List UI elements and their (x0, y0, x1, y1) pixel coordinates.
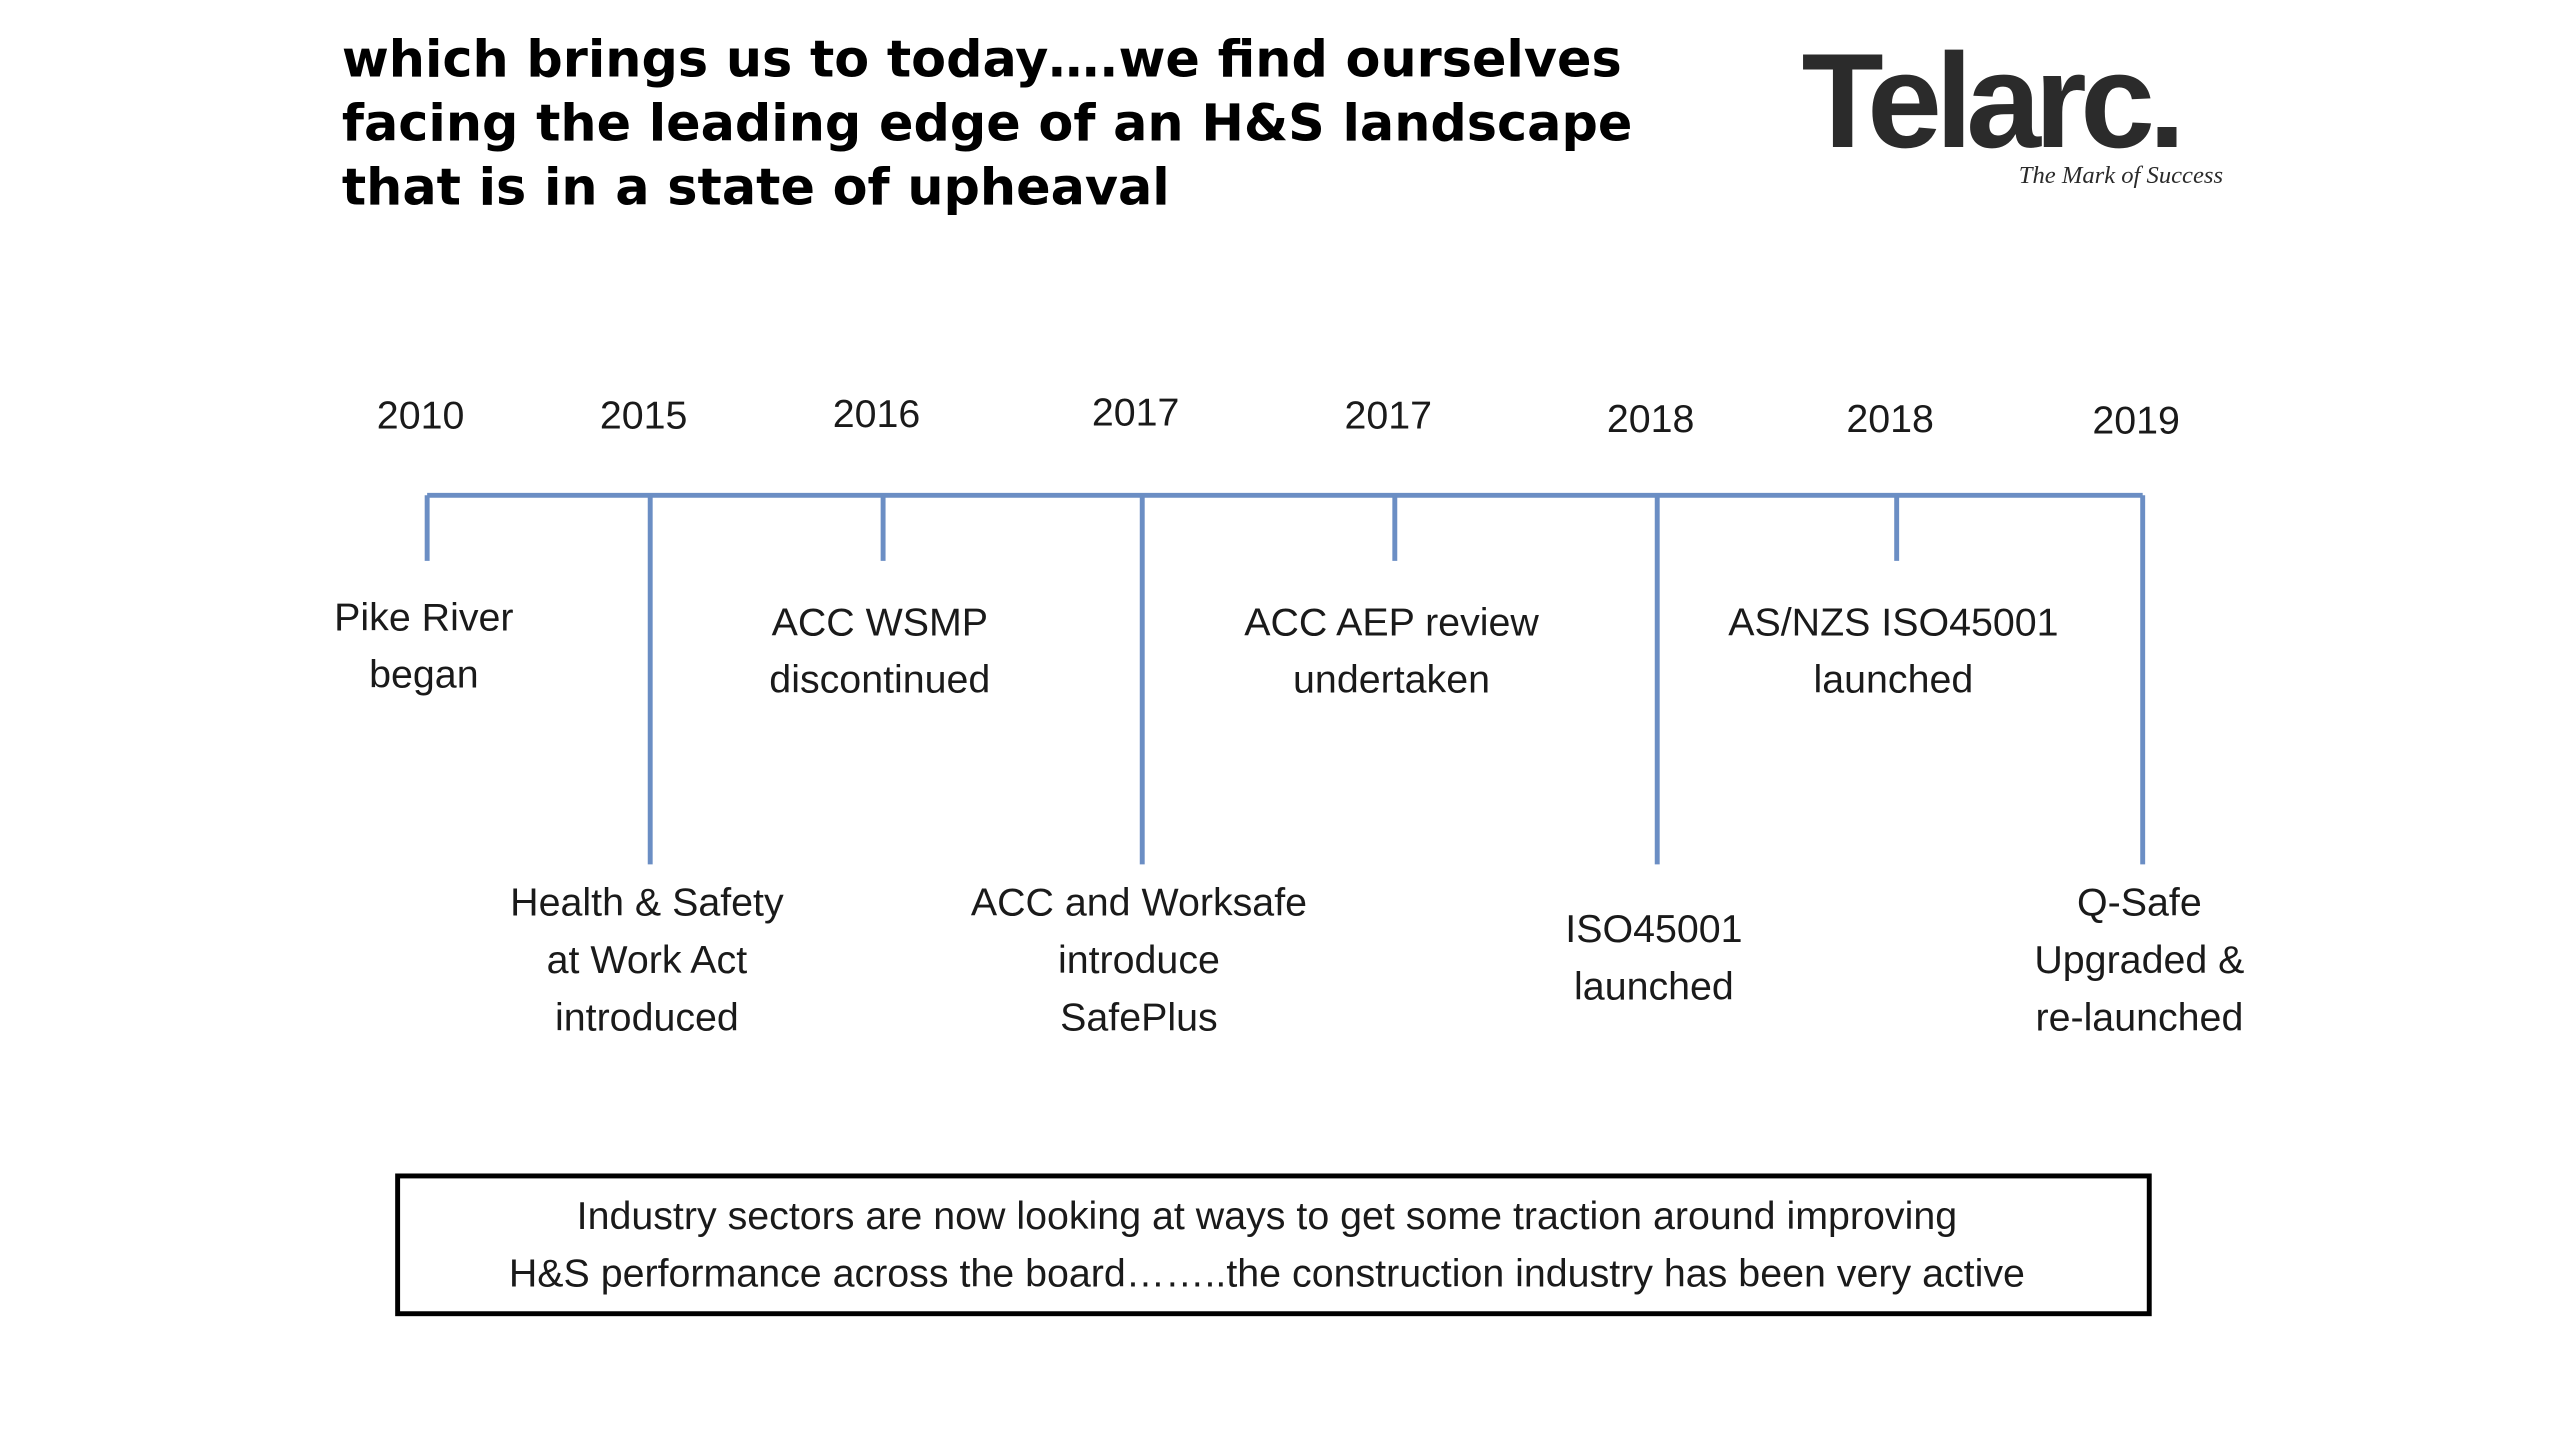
footer-text: Industry sectors are now looking at ways… (577, 1194, 1957, 1238)
event-label: ACC and Worksafe (971, 881, 1307, 925)
event-label: Health & Safety (510, 881, 784, 925)
event-year: 2017 (1344, 394, 1432, 438)
title-line: which brings us to today….we find oursel… (342, 29, 1622, 88)
event-label: Upgraded & (2034, 938, 2244, 982)
event-label: launched (1574, 964, 1734, 1008)
event-label: launched (1814, 658, 1974, 702)
logo: Telarc. (1802, 26, 2180, 176)
footer-box (395, 1173, 2152, 1317)
footer-text: H&S performance across the board……..the … (509, 1251, 2025, 1295)
event-label: Q-Safe (2077, 881, 2202, 925)
event-label: ISO45001 (1565, 907, 1742, 951)
event-label: AS/NZS ISO45001 (1728, 600, 2058, 644)
title-line: facing the leading edge of an H&S landsc… (342, 93, 1632, 152)
event-label: ACC WSMP (772, 600, 988, 644)
event-label: introduced (555, 996, 739, 1040)
event-year: 2016 (833, 392, 921, 436)
event-label: discontinued (769, 658, 990, 702)
logo-tagline: The Mark of Success (2019, 162, 2223, 189)
event-label: ACC AEP review (1244, 600, 1539, 644)
event-year: 2017 (1092, 390, 1180, 434)
title-line: that is in a state of upheaval (342, 157, 1170, 216)
event-year: 2019 (2092, 399, 2180, 443)
event-year: 2018 (1846, 397, 1934, 441)
event-label: Pike River (334, 595, 513, 639)
event-label: re-launched (2035, 996, 2243, 1040)
event-label: SafePlus (1060, 996, 1218, 1040)
event-label: began (369, 653, 478, 697)
event-year: 2010 (377, 394, 465, 438)
event-label: at Work Act (547, 938, 748, 982)
event-year: 2015 (600, 394, 688, 438)
event-label: undertaken (1293, 658, 1490, 702)
event-label: introduce (1058, 938, 1220, 982)
event-year: 2018 (1607, 397, 1695, 441)
